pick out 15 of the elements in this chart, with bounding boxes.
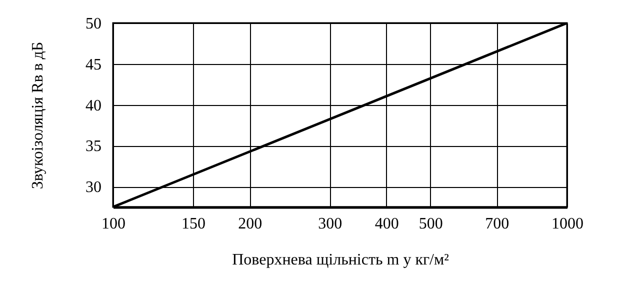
x-tick-label: 150	[181, 216, 206, 232]
x-tick-label: 100	[102, 216, 126, 232]
x-tick-label: 400	[374, 216, 399, 232]
x-tick-label: 1000	[552, 216, 584, 232]
y-tick-label: 40	[86, 97, 102, 114]
y-tick-label: 35	[86, 138, 102, 156]
x-tick-label: 500	[418, 216, 443, 232]
y-axis-title: Звукоізоляція Rв в дБ	[30, 42, 46, 190]
x-tick-label: 700	[485, 216, 510, 232]
x-tick-label: 300	[318, 216, 342, 232]
y-tick-label: 50	[86, 16, 102, 32]
y-tick-label: 45	[86, 56, 102, 74]
x-axis-title: Поверхнева щільність m у кг/м²	[232, 252, 450, 268]
x-tick-label: 200	[238, 216, 262, 232]
y-tick-label: 30	[86, 179, 102, 196]
